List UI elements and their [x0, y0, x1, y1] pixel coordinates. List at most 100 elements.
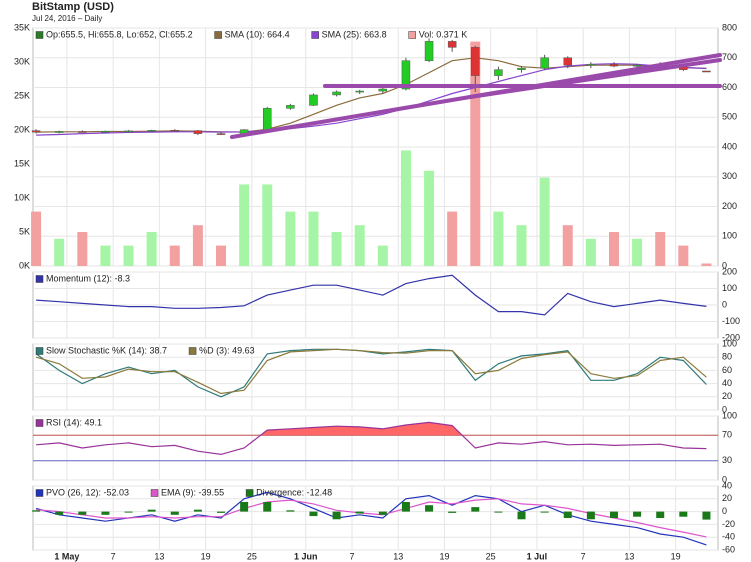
y-tick-label: 200: [722, 201, 737, 211]
candle-body: [447, 41, 457, 48]
volume-bar: [493, 211, 504, 266]
legend-swatch: [188, 347, 197, 355]
divergence-bar: [378, 511, 387, 515]
legend-swatch: [35, 489, 44, 497]
legend-label: PVO (26, 12): -52.03: [46, 487, 129, 497]
series-line: [35, 348, 707, 395]
candle-body: [540, 57, 549, 69]
y-tick-label: 100: [722, 231, 737, 241]
candle-body: [563, 57, 572, 66]
candle-body: [193, 130, 203, 134]
candle-body: [262, 108, 272, 130]
y-tick-label: -20: [722, 519, 735, 529]
trend-line: [468, 58, 722, 99]
candle-body: [609, 64, 619, 67]
legend-swatch: [35, 31, 44, 39]
volume-bar: [146, 232, 157, 266]
divergence-bar: [240, 502, 249, 512]
rsi-fill: [36, 422, 707, 436]
divergence-bar: [494, 511, 503, 513]
divergence-bar: [286, 510, 295, 512]
divergence-bar: [563, 511, 572, 518]
candle-body: [378, 88, 388, 92]
x-tick-label: 19: [439, 551, 449, 561]
legend-label: Slow Stochastic %K (14): 38.7: [46, 345, 167, 355]
volume-bar: [400, 150, 411, 266]
volume-bar: [216, 245, 227, 266]
legend-label: SMA (10): 664.4: [225, 29, 290, 39]
divergence-bar: [32, 510, 41, 512]
y-tick-label: 60: [722, 365, 732, 375]
volume-bar: [447, 211, 458, 266]
legend-label: RSI (14): 49.1: [46, 417, 102, 427]
y-tick-label: 100: [722, 283, 737, 293]
x-tick-label: 7: [581, 551, 586, 561]
divergence-bar: [309, 511, 318, 517]
y2-tick-label: 5K: [19, 226, 30, 236]
series-line: [35, 491, 707, 546]
y-tick-label: 40: [722, 480, 732, 490]
divergence-bar: [217, 511, 226, 513]
volume-bar: [354, 225, 365, 266]
divergence-bar: [679, 511, 688, 517]
series-line: [35, 348, 707, 398]
series-line: [36, 421, 707, 456]
divergence-bar: [193, 509, 202, 512]
volume-bar: [608, 232, 619, 266]
y-tick-label: 0: [722, 474, 727, 484]
legend-swatch: [311, 31, 319, 39]
candle-body: [286, 105, 295, 109]
divergence-bar: [78, 511, 87, 515]
legend-label: Divergence: -12.48: [256, 487, 332, 497]
y-tick-label: 800: [722, 22, 737, 32]
x-tick-label: 19: [671, 551, 681, 561]
candle-body: [471, 47, 480, 76]
y-tick-label: 70: [722, 430, 732, 440]
divergence-bar: [586, 511, 595, 520]
divergence-bar: [633, 511, 642, 517]
divergence-bar: [147, 509, 156, 512]
y-tick-label: -60: [722, 544, 735, 554]
divergence-bar: [448, 511, 457, 513]
candle-body: [517, 67, 526, 70]
y-tick-label: 500: [722, 112, 737, 122]
chart-subtitle: Jul 24, 2016 – Daily: [32, 14, 102, 23]
y-tick-label: 400: [722, 141, 737, 151]
y-tick-label: 0: [722, 404, 727, 414]
x-tick-label: 7: [349, 551, 354, 561]
y-tick-label: 100: [722, 338, 737, 348]
divergence-bar: [656, 511, 665, 518]
legend-label: Vol: 0.371 K: [419, 29, 468, 39]
y-tick-label: 100: [722, 410, 737, 420]
volume-bar: [632, 238, 643, 266]
divergence-bar: [55, 511, 64, 515]
volume-bar: [54, 238, 65, 266]
candle-body: [124, 130, 133, 133]
candle-body: [586, 64, 596, 66]
y-tick-label: -40: [722, 532, 735, 542]
legend-label: Momentum (12): -8.3: [46, 273, 130, 283]
y2-tick-label: 0K: [19, 260, 30, 270]
candle-body: [332, 91, 341, 96]
x-tick-label: 19: [201, 551, 211, 561]
legend-label: EMA (9): -39.55: [161, 487, 224, 497]
x-tick-label: 7: [111, 551, 116, 561]
volume-bar: [77, 232, 88, 266]
divergence-bar: [609, 511, 618, 518]
volume-bar: [539, 177, 550, 266]
y2-tick-label: 20K: [14, 124, 30, 134]
volume-bar: [331, 232, 342, 266]
legend-swatch: [35, 419, 44, 427]
y2-tick-label: 35K: [14, 22, 30, 32]
panel-frame: [32, 343, 719, 411]
x-tick-label: 1 Jul: [527, 551, 548, 561]
volume-bar: [655, 232, 666, 266]
legend-label: SMA (25): 663.8: [322, 29, 387, 39]
divergence-bar: [540, 511, 549, 513]
x-tick-label: 13: [393, 551, 403, 561]
x-tick-label: 13: [624, 551, 634, 561]
candle-body: [78, 131, 87, 133]
x-tick-label: 1 May: [54, 551, 79, 561]
chart-title: BitStamp (USD): [32, 1, 114, 13]
divergence-bar: [124, 511, 133, 513]
